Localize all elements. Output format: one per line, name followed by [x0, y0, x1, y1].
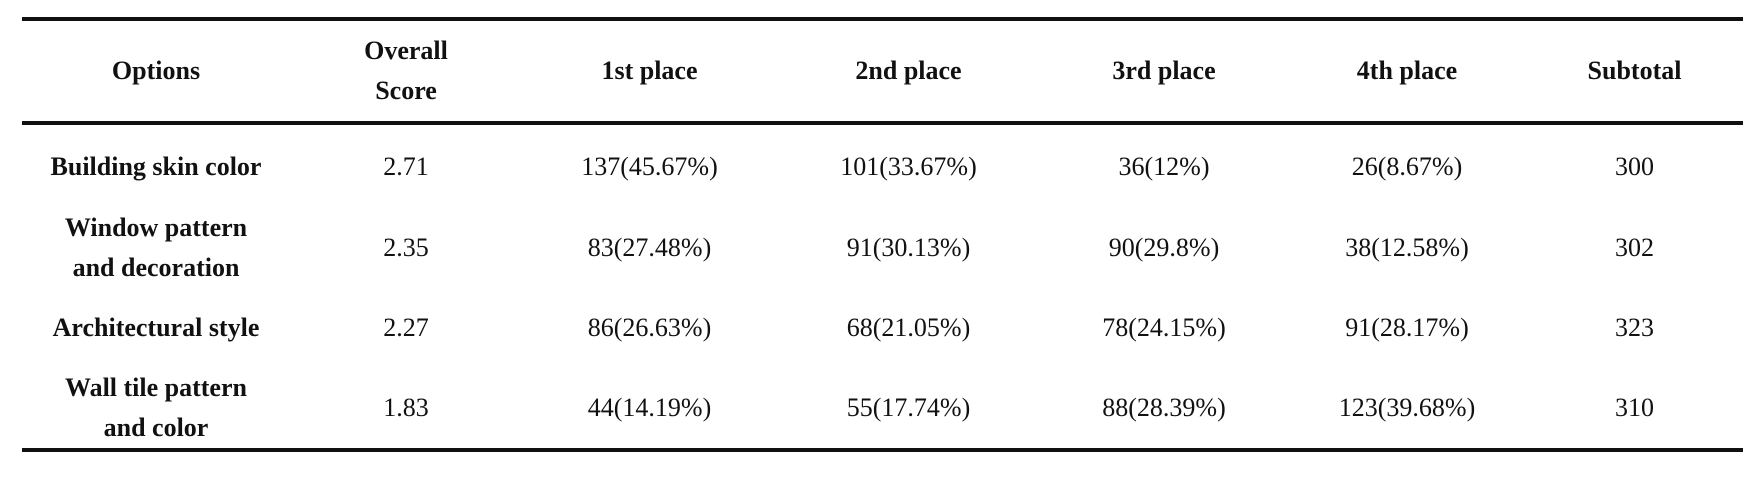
table-cell: 300 [1615, 151, 1654, 181]
table-cell: 91(30.13%) [846, 233, 971, 262]
cell-line: Score [375, 76, 437, 105]
table-cell: 137(45.67%) [581, 151, 718, 181]
row-label: Building skin color [50, 151, 262, 181]
cell-line: Wall tile pattern [65, 373, 247, 402]
header-cell: Subtotal [1587, 56, 1682, 85]
header-cell: Options [111, 56, 201, 85]
table-header: Options Overall Score 1st place 2nd place 3rd… [22, 19, 1743, 123]
table-row: Window pattern and decoration 2.35 83(27.48… [22, 208, 1743, 288]
table-cell: 123(39.68%) [1338, 393, 1476, 422]
table-cell: 55(17.74%) [846, 393, 971, 422]
table-cell: 36(12%) [1118, 151, 1210, 181]
table-cell: 323 [1615, 313, 1654, 342]
header-cell: 3rd place [1112, 56, 1216, 85]
table-cell: 86(26.63%) [587, 313, 712, 342]
table-cell: 2.35 [383, 233, 429, 262]
header-row: Options Overall Score 1st place 2nd place 3rd… [22, 19, 1743, 123]
table-cell: 83(27.48%) [587, 233, 712, 262]
table-cell: 38(12.58%) [1345, 233, 1469, 262]
cell-line: and decoration [72, 253, 240, 282]
table-cell: 91(28.17%) [1345, 313, 1469, 342]
table-cell: 302 [1615, 233, 1654, 262]
table-cell: 101(33.67%) [840, 151, 977, 181]
row-label: Wall tile pattern and color [22, 368, 290, 450]
table-cell: 26(8.67%) [1351, 151, 1463, 181]
table-row: Wall tile pattern and color 1.83 44(14.19%)… [22, 368, 1743, 450]
cell-line: Overall [364, 36, 448, 65]
row-label: Architectural style [52, 313, 260, 342]
table-cell: 2.27 [383, 313, 429, 342]
table-cell: 44(14.19%) [587, 393, 712, 422]
header-cell: 1st place [601, 56, 698, 85]
cell-line: and color [103, 413, 209, 442]
table-cell: 90(29.8%) [1108, 233, 1220, 262]
header-cell: 2nd place [855, 56, 962, 85]
table-cell: 1.83 [383, 393, 429, 422]
header-cell: Overall Score [290, 19, 522, 123]
table-cell: 88(28.39%) [1102, 393, 1226, 422]
table-cell: 68(21.05%) [846, 313, 971, 342]
table-row: Architectural style 2.27 86(26.63%) 68(21.0… [22, 288, 1743, 368]
table-cell: 78(24.15%) [1102, 313, 1226, 342]
header-cell: 4th place [1356, 56, 1458, 85]
cell-line: Window pattern [64, 213, 248, 242]
table-body: Building skin color 2.71 137(45.67%) 101(33… [22, 123, 1743, 450]
table-cell: 2.71 [383, 151, 429, 181]
row-label: Window pattern and decoration [22, 208, 290, 288]
table-cell: 310 [1615, 393, 1654, 422]
table-row: Building skin color 2.71 137(45.67%) 101(33… [22, 123, 1743, 208]
data-table: Options Overall Score 1st place 2nd place 3rd… [22, 17, 1743, 452]
